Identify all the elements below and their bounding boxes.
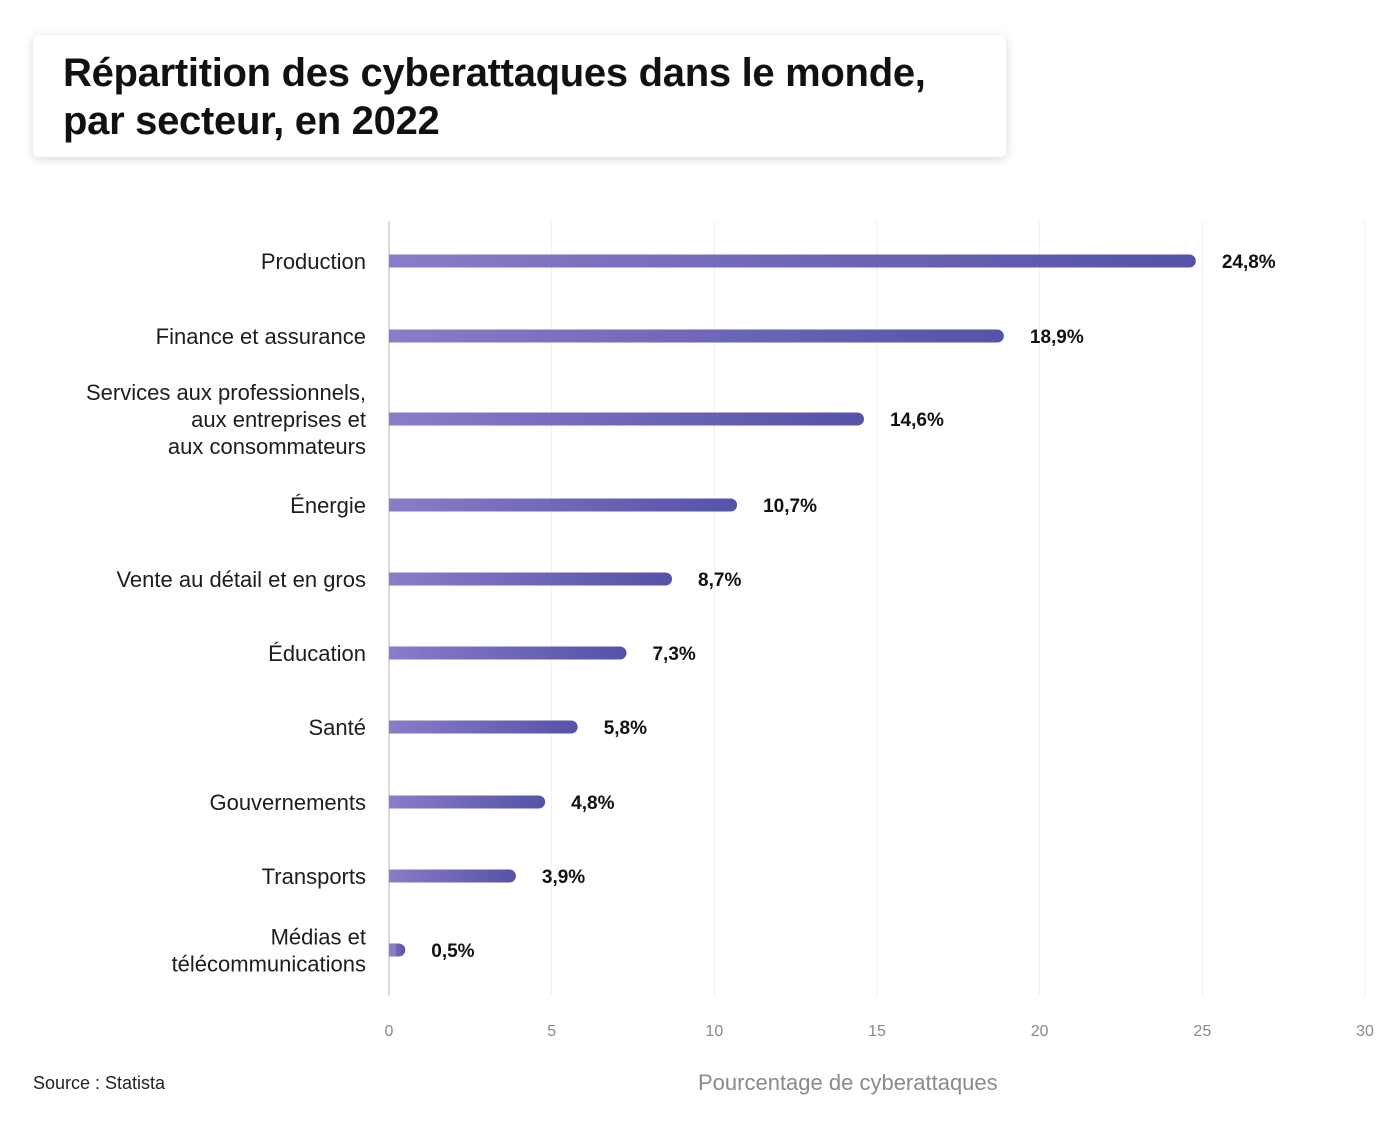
bar bbox=[389, 869, 516, 883]
x-tick-labels: 0 5 10 15 20 25 30 bbox=[385, 1023, 1374, 1040]
x-tick-label: 10 bbox=[705, 1023, 723, 1040]
bar bbox=[389, 498, 738, 512]
value-label: 0,5% bbox=[431, 941, 474, 962]
chart-title-line-2: par secteur, en 2022 bbox=[63, 99, 440, 143]
category-label-line: Services aux professionnels, bbox=[86, 380, 366, 405]
bar bbox=[389, 412, 864, 426]
bar-left-edge bbox=[389, 498, 396, 512]
bar-left-edge bbox=[389, 254, 396, 268]
bar-left-edge bbox=[389, 720, 396, 734]
x-tick-label: 25 bbox=[1193, 1023, 1211, 1040]
category-label-line: Énergie bbox=[290, 493, 366, 518]
category-label-line: Production bbox=[261, 249, 366, 274]
category-label: Finance et assurance bbox=[156, 324, 366, 349]
category-label-line: aux entreprises et bbox=[191, 407, 366, 432]
value-label: 3,9% bbox=[542, 867, 585, 888]
bar-left-edge bbox=[389, 795, 396, 809]
value-label: 10,7% bbox=[763, 496, 817, 517]
category-label-line: Médias et bbox=[271, 925, 366, 950]
chart-title-line-1: Répartition des cyberattaques dans le mo… bbox=[63, 51, 926, 95]
bars bbox=[389, 254, 1196, 957]
category-label-line: Transports bbox=[262, 864, 366, 889]
category-label-line: aux consommateurs bbox=[168, 434, 366, 459]
title-card: Répartition des cyberattaques dans le mo… bbox=[33, 35, 1006, 157]
value-label: 24,8% bbox=[1222, 252, 1276, 273]
chart-title: Répartition des cyberattaques dans le mo… bbox=[63, 49, 976, 145]
bar-left-edge bbox=[389, 943, 396, 957]
x-tick-label: 15 bbox=[868, 1023, 886, 1040]
x-axis-title: Pourcentage de cyberattaques bbox=[698, 1070, 998, 1095]
category-label: Production bbox=[261, 249, 366, 274]
bar bbox=[389, 329, 1004, 343]
x-tick-label: 30 bbox=[1356, 1023, 1374, 1040]
bar-left-edge bbox=[389, 646, 396, 660]
category-label-line: Éducation bbox=[268, 641, 366, 666]
value-labels: 24,8% 18,9% 14,6% 10,7% 8,7% 7,3% 5,8% 4,8% 3,9%… bbox=[431, 252, 1276, 962]
gridlines bbox=[388, 221, 1366, 996]
bar-left-edge bbox=[389, 412, 396, 426]
bar bbox=[389, 720, 578, 734]
value-label: 7,3% bbox=[652, 644, 695, 665]
category-label-line: télécommunications bbox=[172, 952, 366, 977]
source-note: Source : Statista bbox=[33, 1073, 166, 1093]
category-label: Gouvernements bbox=[209, 790, 366, 815]
category-label: Santé bbox=[309, 715, 367, 740]
bar bbox=[389, 572, 673, 586]
bar-left-edge bbox=[389, 572, 396, 586]
value-label: 14,6% bbox=[890, 410, 944, 431]
bar-left-edge bbox=[389, 869, 396, 883]
bar bbox=[389, 254, 1196, 268]
category-label: Transports bbox=[262, 864, 366, 889]
x-tick-label: 20 bbox=[1031, 1023, 1049, 1040]
category-label-line: Vente au détail et en gros bbox=[116, 567, 366, 592]
category-label: Énergie bbox=[290, 493, 366, 518]
value-label: 8,7% bbox=[698, 570, 741, 591]
category-labels: Production Finance et assurance Services a… bbox=[86, 249, 366, 977]
category-label-line: Santé bbox=[309, 715, 367, 740]
category-label-line: Finance et assurance bbox=[156, 324, 366, 349]
value-label: 18,9% bbox=[1030, 327, 1084, 348]
category-label: Services aux professionnels, aux entrepri… bbox=[86, 380, 366, 459]
x-tick-label: 0 bbox=[385, 1023, 394, 1040]
value-label: 4,8% bbox=[571, 793, 614, 814]
category-label: Médias et télécommunications bbox=[172, 925, 366, 977]
x-tick-label: 5 bbox=[547, 1023, 556, 1040]
category-label: Éducation bbox=[268, 641, 366, 666]
category-label-line: Gouvernements bbox=[209, 790, 366, 815]
category-label: Vente au détail et en gros bbox=[116, 567, 366, 592]
bar bbox=[389, 795, 546, 809]
value-label: 5,8% bbox=[604, 718, 647, 739]
bar-left-edge bbox=[389, 329, 396, 343]
bar bbox=[389, 646, 627, 660]
